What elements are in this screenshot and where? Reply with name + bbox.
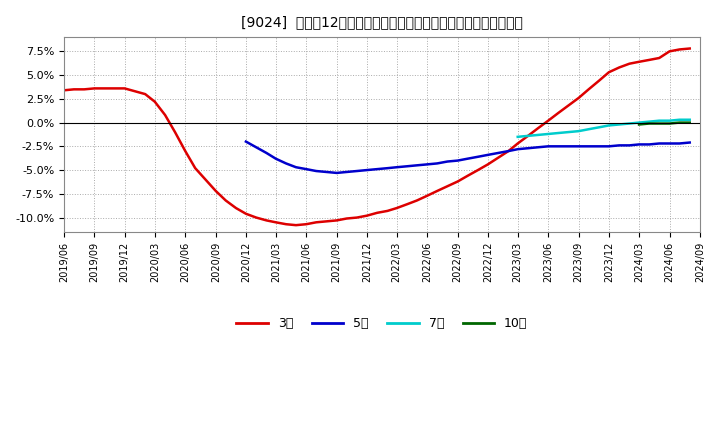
Line: 7年: 7年: [518, 120, 690, 137]
Line: 10年: 10年: [639, 123, 690, 125]
Line: 5年: 5年: [246, 142, 690, 173]
Title: [9024]  売上高12か月移動合計の対前年同期増減率の平均値の推移: [9024] 売上高12か月移動合計の対前年同期増減率の平均値の推移: [241, 15, 523, 29]
Line: 3年: 3年: [64, 48, 690, 225]
Legend: 3年, 5年, 7年, 10年: 3年, 5年, 7年, 10年: [232, 312, 533, 335]
